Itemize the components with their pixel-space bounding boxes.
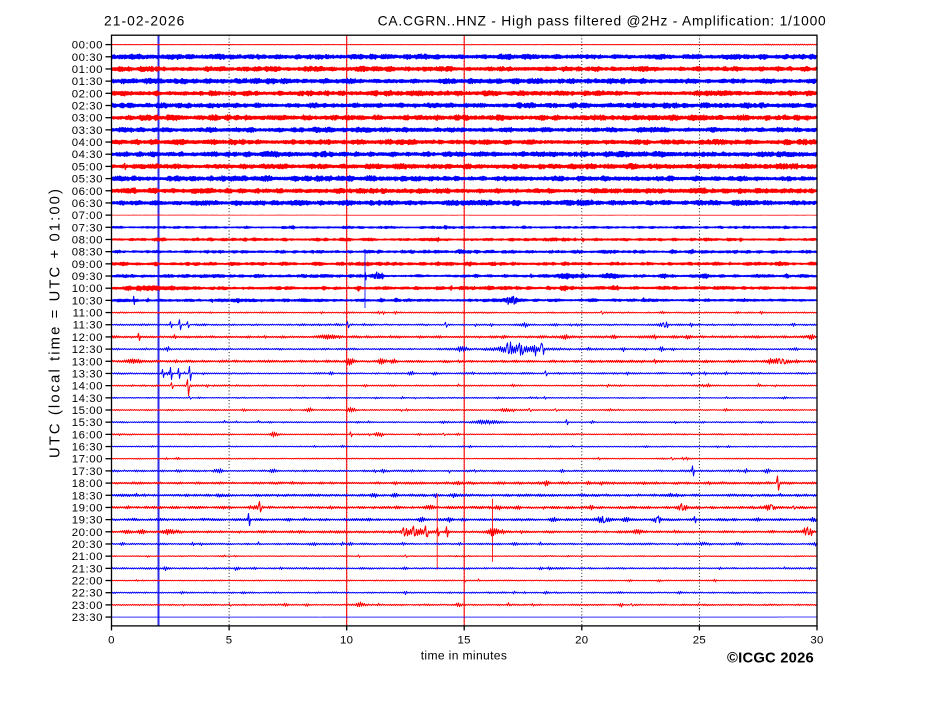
svg-text:10:30: 10:30 <box>72 295 103 307</box>
svg-text:07:30: 07:30 <box>72 222 103 234</box>
svg-text:5: 5 <box>226 635 233 647</box>
svg-text:22:30: 22:30 <box>72 588 103 600</box>
svg-text:12:00: 12:00 <box>72 332 103 344</box>
svg-text:18:00: 18:00 <box>72 478 103 490</box>
svg-text:14:00: 14:00 <box>72 381 103 393</box>
svg-text:14:30: 14:30 <box>72 393 103 405</box>
svg-text:10:00: 10:00 <box>72 283 103 295</box>
svg-text:09:00: 09:00 <box>72 259 103 271</box>
svg-text:time in minutes: time in minutes <box>421 649 508 663</box>
svg-text:08:00: 08:00 <box>72 234 103 246</box>
svg-text:13:30: 13:30 <box>72 368 103 380</box>
svg-text:17:30: 17:30 <box>72 466 103 478</box>
svg-text:05:00: 05:00 <box>72 161 103 173</box>
svg-text:19:30: 19:30 <box>72 515 103 527</box>
svg-text:©ICGC 2026: ©ICGC 2026 <box>727 651 814 667</box>
svg-text:06:00: 06:00 <box>72 186 103 198</box>
svg-text:16:30: 16:30 <box>72 442 103 454</box>
svg-text:08:30: 08:30 <box>72 247 103 259</box>
svg-text:07:00: 07:00 <box>72 210 103 222</box>
svg-text:12:30: 12:30 <box>72 344 103 356</box>
svg-text:11:00: 11:00 <box>73 308 103 320</box>
svg-text:15:30: 15:30 <box>72 417 103 429</box>
svg-text:16:00: 16:00 <box>72 429 103 441</box>
svg-text:21-02-2026: 21-02-2026 <box>104 14 185 29</box>
svg-text:UTC (local time = UTC + 01:00): UTC (local time = UTC + 01:00) <box>47 187 63 458</box>
svg-text:15: 15 <box>458 635 471 647</box>
svg-text:20:30: 20:30 <box>72 539 103 551</box>
svg-text:21:30: 21:30 <box>72 563 103 575</box>
svg-text:25: 25 <box>693 635 706 647</box>
svg-text:02:00: 02:00 <box>72 88 103 100</box>
svg-text:10: 10 <box>340 635 353 647</box>
svg-text:06:30: 06:30 <box>72 198 103 210</box>
svg-text:18:30: 18:30 <box>72 490 103 502</box>
svg-text:13:00: 13:00 <box>72 356 103 368</box>
svg-text:17:00: 17:00 <box>72 454 103 466</box>
svg-text:21:00: 21:00 <box>72 551 103 563</box>
svg-text:19:00: 19:00 <box>72 502 103 514</box>
svg-text:05:30: 05:30 <box>72 174 103 186</box>
svg-text:01:30: 01:30 <box>72 76 103 88</box>
svg-text:20:00: 20:00 <box>72 527 103 539</box>
svg-text:23:00: 23:00 <box>72 600 103 612</box>
svg-text:09:30: 09:30 <box>72 271 103 283</box>
svg-text:CA.CGRN..HNZ - High pass filte: CA.CGRN..HNZ - High pass filtered @2Hz -… <box>378 14 827 29</box>
svg-text:04:30: 04:30 <box>72 149 103 161</box>
svg-text:22:00: 22:00 <box>72 576 103 588</box>
svg-text:23:30: 23:30 <box>72 612 103 624</box>
svg-text:03:00: 03:00 <box>72 113 103 125</box>
svg-text:11:30: 11:30 <box>73 320 103 332</box>
svg-text:00:30: 00:30 <box>72 52 103 64</box>
svg-text:15:00: 15:00 <box>72 405 103 417</box>
svg-text:20: 20 <box>575 635 588 647</box>
svg-text:02:30: 02:30 <box>72 101 103 113</box>
svg-text:01:00: 01:00 <box>72 64 103 76</box>
svg-text:0: 0 <box>108 635 115 647</box>
svg-text:00:00: 00:00 <box>72 40 103 52</box>
svg-text:04:00: 04:00 <box>72 137 103 149</box>
svg-text:03:30: 03:30 <box>72 125 103 137</box>
svg-text:30: 30 <box>810 635 823 647</box>
